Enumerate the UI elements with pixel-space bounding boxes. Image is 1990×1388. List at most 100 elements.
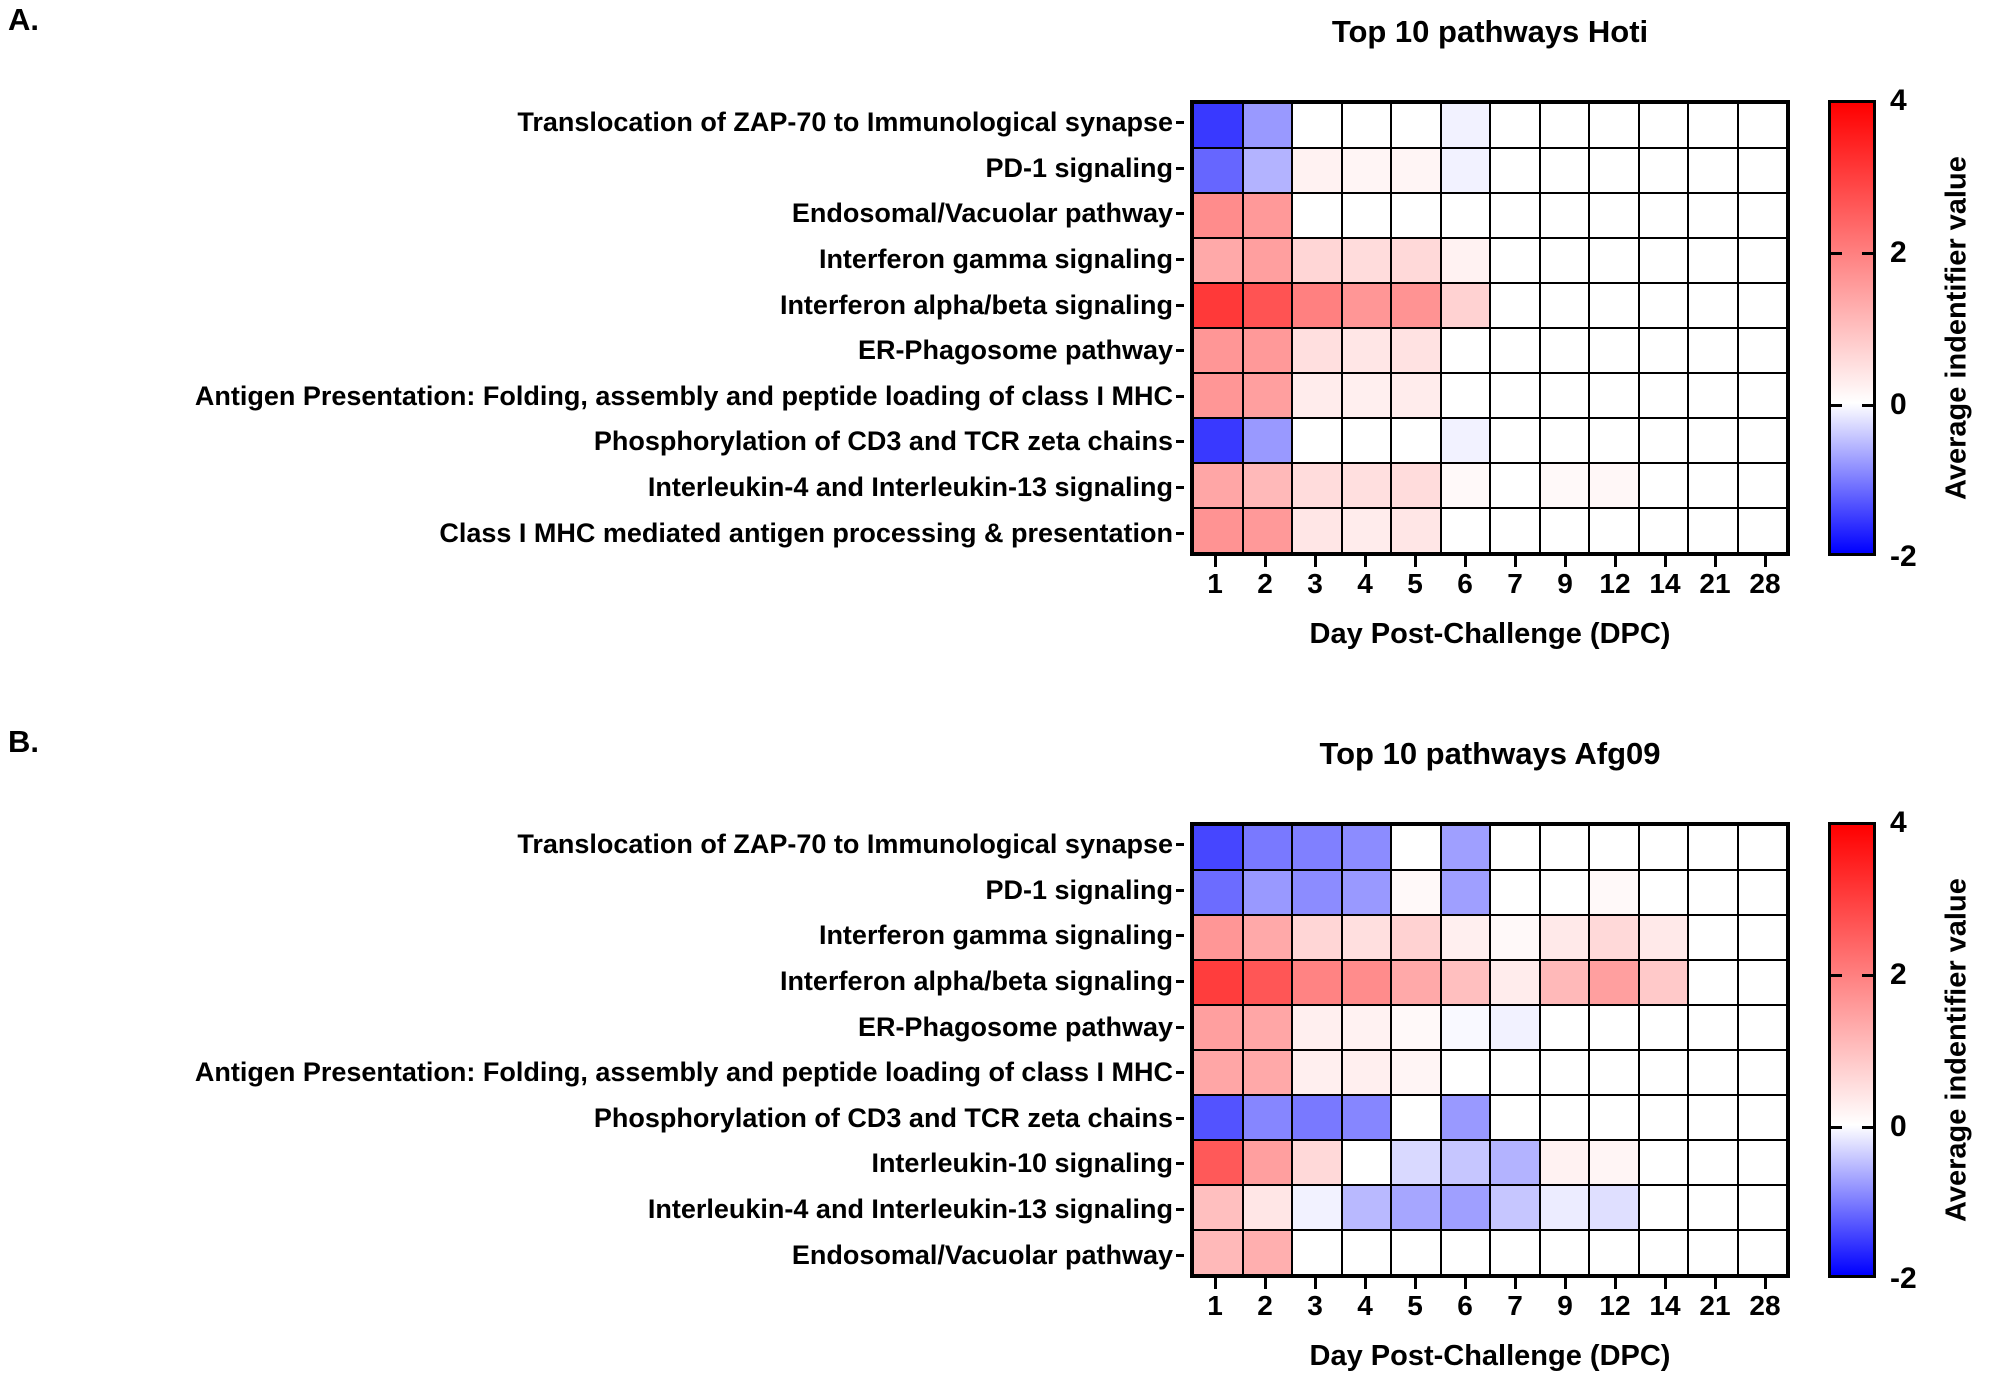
panel-letter-b: B. <box>8 724 39 759</box>
heatmap-cell <box>1292 1005 1342 1050</box>
colorbar-tick-mark <box>1831 1126 1842 1129</box>
row-label: Interferon gamma signaling <box>0 237 1184 283</box>
heatmap-cell <box>1490 373 1540 418</box>
heatmap-cell <box>1242 1005 1292 1050</box>
heatmap-cell <box>1341 915 1391 960</box>
row-label-text: Antigen Presentation: Folding, assembly … <box>194 380 1173 411</box>
x-tick-mark <box>1263 1278 1267 1289</box>
heatmap-cell <box>1193 825 1243 870</box>
heatmap-cell <box>1589 1095 1639 1140</box>
x-tick-mark <box>1463 556 1467 567</box>
heatmap-cell <box>1490 193 1540 238</box>
heatmap-cell <box>1589 1140 1639 1185</box>
heatmap-cell <box>1589 418 1639 463</box>
x-tick-mark <box>1713 556 1717 567</box>
heatmap-cell <box>1539 148 1589 193</box>
x-tick-mark <box>1313 556 1317 567</box>
heatmap-cell <box>1440 1230 1490 1275</box>
colorbar-tick-mark <box>1862 974 1873 977</box>
heatmap-cell <box>1242 148 1292 193</box>
heatmap-cell <box>1440 1185 1490 1230</box>
heatmap-cell <box>1688 1050 1738 1095</box>
heatmap-cell <box>1737 1140 1787 1185</box>
heatmap-cell <box>1292 1140 1342 1185</box>
heatmap-cell <box>1391 960 1441 1005</box>
heatmap-cell <box>1589 825 1639 870</box>
heatmap-cell <box>1737 870 1787 915</box>
heatmap-cell <box>1391 1185 1441 1230</box>
heatmap-cell <box>1638 915 1688 960</box>
heatmap-cell <box>1440 1005 1490 1050</box>
y-tick-mark <box>1176 1071 1184 1075</box>
heatmap-cell <box>1193 418 1243 463</box>
colorbar-tick-label: 4 <box>1890 806 1907 839</box>
row-label: Antigen Presentation: Folding, assembly … <box>0 1050 1184 1096</box>
heatmap-cell <box>1490 328 1540 373</box>
heatmap-cell <box>1638 193 1688 238</box>
heatmap-cell <box>1193 1005 1243 1050</box>
x-tick-mark <box>1413 556 1417 567</box>
heatmap-cell <box>1688 1140 1738 1185</box>
row-label-text: Endosomal/Vacuolar pathway <box>791 198 1173 229</box>
x-tick-mark <box>1413 1278 1417 1289</box>
heatmap-cell <box>1589 915 1639 960</box>
heatmap-cell <box>1292 1230 1342 1275</box>
heatmap-cell <box>1638 1230 1688 1275</box>
heatmap-cell <box>1737 960 1787 1005</box>
x-tick-mark <box>1363 1278 1367 1289</box>
heatmap-cell <box>1242 508 1292 553</box>
x-tick-label: 3 <box>1307 568 1323 599</box>
x-tick-mark <box>1763 556 1767 567</box>
heatmap-cell <box>1242 1095 1292 1140</box>
heatmap-cell <box>1391 328 1441 373</box>
heatmap-cell <box>1292 283 1342 328</box>
x-tick-mark <box>1713 1278 1717 1289</box>
heatmap-cell <box>1737 825 1787 870</box>
x-tick-labels: 1 2 3 4 5 6 7 9 12 14 21 28 <box>1190 1290 1790 1322</box>
row-label-text: Translocation of ZAP-70 to Immunological… <box>517 107 1173 138</box>
row-label: Antigen Presentation: Folding, assembly … <box>0 374 1184 420</box>
heatmap-cell <box>1589 283 1639 328</box>
heatmap-cell <box>1193 870 1243 915</box>
heatmap-cell <box>1440 463 1490 508</box>
heatmap-cell <box>1638 1185 1688 1230</box>
colorbar-tick-label: -2 <box>1890 1262 1917 1295</box>
heatmap-cell <box>1391 870 1441 915</box>
heatmap-cell <box>1638 328 1688 373</box>
row-label: Endosomal/Vacuolar pathway <box>0 1232 1184 1278</box>
x-tick-label: 7 <box>1507 568 1523 599</box>
x-tick-label: 7 <box>1507 1290 1523 1321</box>
row-label-text: Interleukin-10 signaling <box>871 1148 1173 1179</box>
heatmap-cell <box>1193 1230 1243 1275</box>
heatmap-cell <box>1589 1230 1639 1275</box>
heatmap-cell <box>1539 1050 1589 1095</box>
y-tick-mark <box>1176 888 1184 892</box>
heatmap-cell <box>1490 508 1540 553</box>
x-tick-label: 28 <box>1749 1290 1781 1321</box>
heatmap-cell <box>1391 508 1441 553</box>
heatmap-cell <box>1638 1095 1688 1140</box>
x-tick-label: 6 <box>1457 1290 1473 1321</box>
row-label-text: Interleukin-4 and Interleukin-13 signali… <box>647 472 1173 503</box>
x-tick-label: 1 <box>1207 1290 1223 1321</box>
heatmap-cell <box>1737 373 1787 418</box>
x-tick-mark <box>1613 1278 1617 1289</box>
heatmap-cell <box>1193 1050 1243 1095</box>
row-label: Phosphorylation of CD3 and TCR zeta chai… <box>0 1096 1184 1142</box>
x-axis-title: Day Post-Challenge (DPC) <box>1309 618 1671 650</box>
heatmap-cell <box>1490 1185 1540 1230</box>
row-label-text: ER-Phagosome pathway <box>857 335 1173 366</box>
row-label: ER-Phagosome pathway <box>0 1004 1184 1050</box>
heatmap-cell <box>1490 103 1540 148</box>
heatmap-cell <box>1242 915 1292 960</box>
x-tick-label: 12 <box>1599 568 1631 599</box>
heatmap-cell <box>1242 870 1292 915</box>
heatmap-cell <box>1292 1095 1342 1140</box>
heatmap-cell <box>1688 1005 1738 1050</box>
heatmap-cell <box>1490 870 1540 915</box>
heatmap-cell <box>1638 283 1688 328</box>
heatmap-cell <box>1589 103 1639 148</box>
heatmap-cell <box>1539 825 1589 870</box>
y-tick-mark <box>1176 843 1184 847</box>
colorbar-tick-label: 2 <box>1890 958 1907 991</box>
